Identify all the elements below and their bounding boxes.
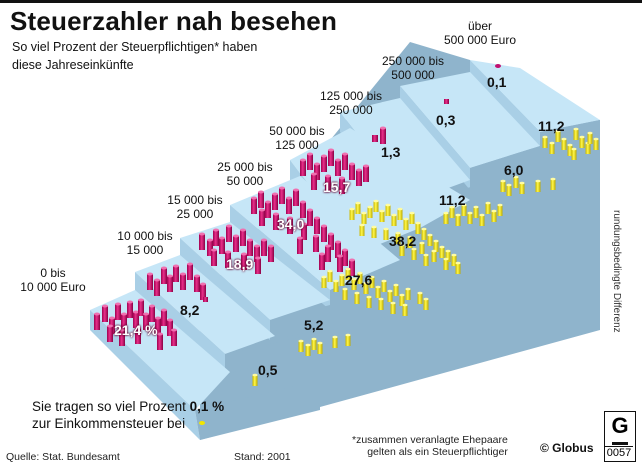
subtitle-line-1: So viel Prozent der Steuerpflichtigen* h… [12,40,258,54]
bracket-label-6-line1: 125 000 bis [319,89,383,103]
copyright-text: © Globus [540,441,594,455]
tax-share-value-8: 11,2 [538,118,565,134]
footnote-line-2: gelten als ein Steuerpflichtiger [367,446,508,458]
footnote: *zusammen veranlagte Ehepaare gelten als… [352,434,508,458]
date-note: Stand: 2001 [234,451,291,463]
taxpayer-value-1: 21,4 % [114,322,158,338]
bracket-label-4-line1: 25 000 bis [217,160,273,174]
bracket-label-1: 0 bis 10 000 Euro [8,266,98,294]
bracket-label-2-line2: 15 000 [126,243,164,257]
taxpayer-value-6: 1,3 [381,144,401,160]
taxpayer-value-4: 34,0 [277,216,305,232]
bracket-label-3-line1: 15 000 bis [167,193,223,207]
source-note: Quelle: Stat. Bundesamt [6,451,120,463]
legend-value: 0,1 % [189,399,225,414]
taxpayer-value-5: 15,7 [323,179,351,195]
tax-share-value-2: 0,5 [258,362,278,378]
legend-text-1: Sie tragen so viel Prozent [32,399,186,414]
tax-share-value-7: 6,0 [504,162,524,178]
bracket-label-8-line1: über [467,19,493,33]
bracket-label-6: 125 000 bis 250 000 [306,89,396,117]
footnote-line-1: *zusammen veranlagte Ehepaare [352,434,508,446]
bracket-label-4-line2: 50 000 [226,174,264,188]
tax-share-value-4: 27,6 [345,272,373,288]
bracket-label-8: über 500 000 Euro [430,19,530,47]
bracket-label-1-line2: 10 000 Euro [20,280,86,294]
bracket-label-7-line1: 250 000 bis [381,54,445,68]
bracket-label-5-line2: 125 000 [275,138,319,152]
bracket-label-1-line1: 0 bis [40,266,66,280]
copyright: © Globus [540,441,594,455]
legend: Sie tragen so viel Prozent 0,1 % zur Ein… [32,398,224,432]
globus-logo: G 0057 [604,411,636,462]
top-border [0,0,642,3]
tax-share-value-3: 5,2 [304,317,324,333]
bracket-label-3-line2: 25 000 [176,207,214,221]
bracket-label-7-line2: 500 000 [391,68,435,82]
logo-letter: G [611,413,629,438]
bracket-label-5-line1: 50 000 bis [269,124,325,138]
bracket-label-2: 10 000 bis 15 000 [100,229,190,257]
taxpayer-value-7: 0,3 [436,112,456,128]
staircase-steps [90,60,600,440]
tax-share-bars [199,127,599,425]
rounding-note: rundungsbedingte Differenz [611,210,622,333]
chart-title: Steuerzahler nah besehen [10,6,338,36]
taxpayer-share-bars [94,64,501,350]
bracket-label-3: 15 000 bis 25 000 [150,193,240,221]
legend-line-1: Sie tragen so viel Prozent 0,1 % [32,398,224,415]
logo-number: 0057 [605,446,633,459]
tax-share-value-5: 38,2 [389,233,417,249]
bracket-label-2-line1: 10 000 bis [117,229,173,243]
subtitle-line-2: diese Jahreseinkünfte [12,58,134,72]
bracket-label-4: 25 000 bis 50 000 [200,160,290,188]
bracket-label-7: 250 000 bis 500 000 [368,54,458,82]
tax-share-value-6: 11,2 [439,192,466,208]
bracket-label-8-line2: 500 000 Euro [443,33,517,47]
bracket-label-5: 50 000 bis 125 000 [252,124,342,152]
legend-text-2: zur Einkommensteuer bei [32,416,186,431]
bracket-label-6-line2: 250 000 [329,103,373,117]
taxpayer-value-8: 0,1 [487,74,507,90]
taxpayer-value-2: 8,2 [180,302,200,318]
logo-bar [612,442,628,445]
taxpayer-value-3: 18,9 [226,256,254,272]
